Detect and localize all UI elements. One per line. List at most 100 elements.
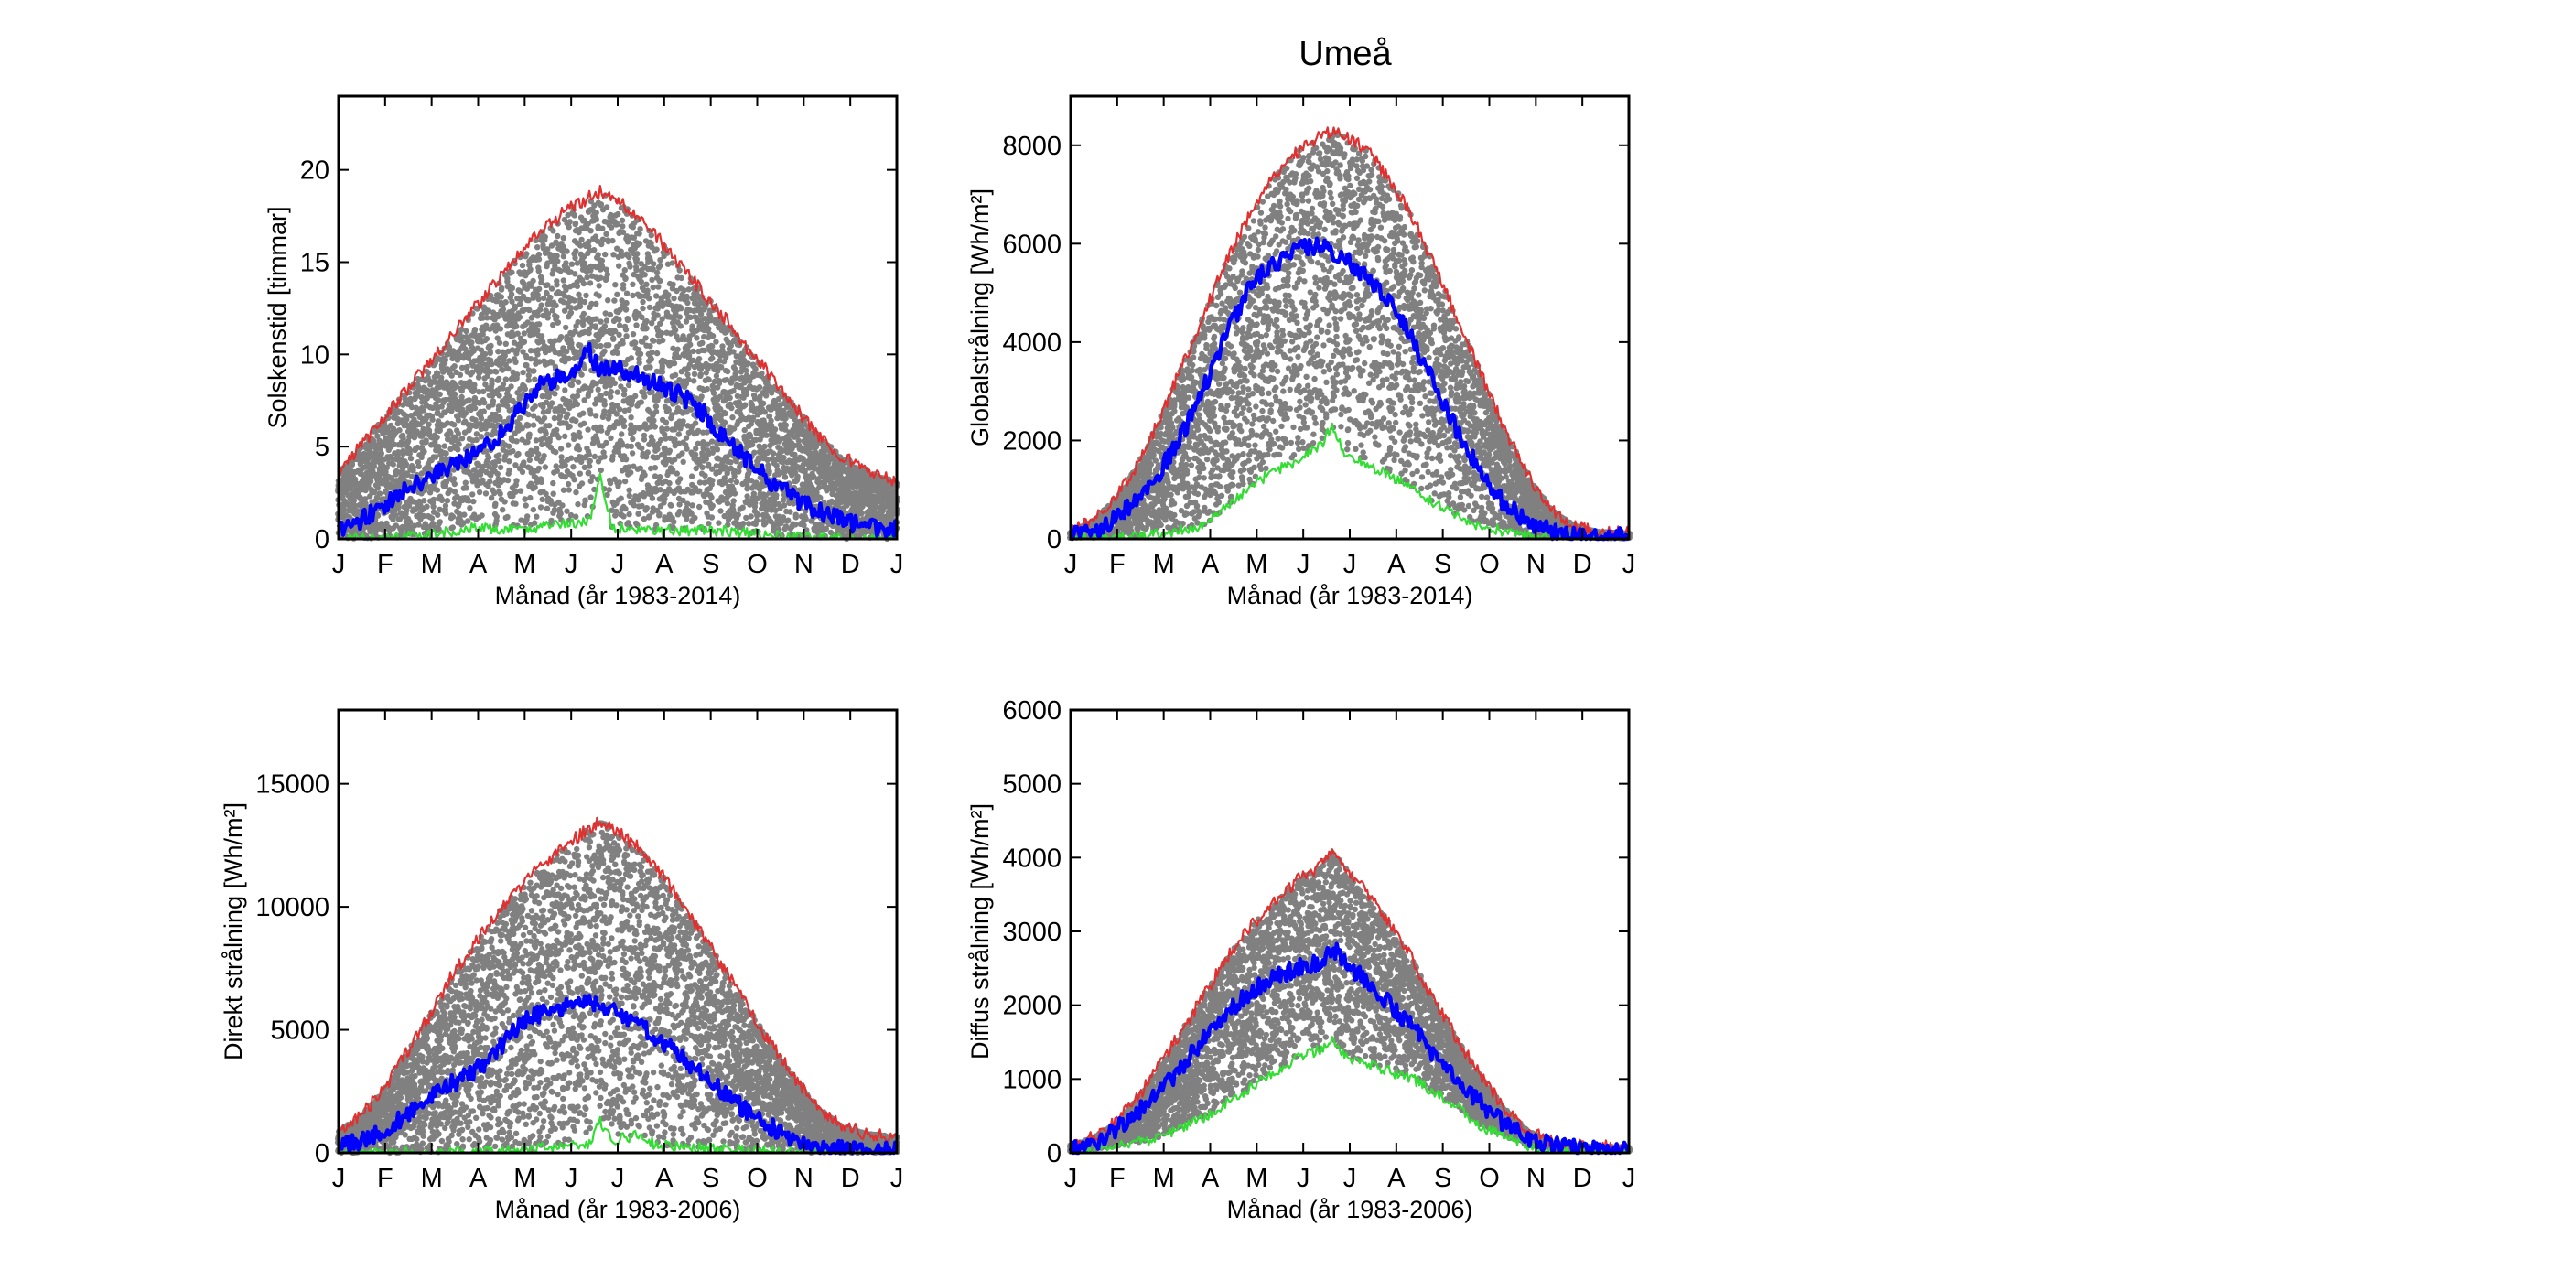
scatter-point bbox=[728, 459, 734, 466]
scatter-point bbox=[593, 300, 599, 307]
scatter-point bbox=[643, 505, 650, 511]
scatter-point bbox=[702, 472, 708, 479]
scatter-point bbox=[498, 294, 504, 300]
scatter-point bbox=[591, 453, 598, 460]
scatter-point bbox=[729, 414, 736, 421]
scatter-point bbox=[603, 231, 609, 237]
scatter-point bbox=[630, 224, 636, 231]
scatter-point bbox=[509, 285, 516, 292]
scatter-point bbox=[523, 251, 530, 257]
scatter-point bbox=[383, 464, 390, 471]
scatter-point bbox=[395, 504, 402, 511]
scatter-point bbox=[745, 360, 751, 367]
scatter-point bbox=[616, 317, 622, 323]
scatter-point bbox=[731, 490, 738, 497]
figure-title: Umeå bbox=[1089, 35, 1601, 74]
scatter-point bbox=[675, 431, 682, 437]
scatter-point bbox=[669, 260, 676, 266]
scatter-point bbox=[680, 458, 686, 465]
scatter-point bbox=[566, 219, 573, 225]
scatter-point bbox=[480, 408, 487, 414]
scatter-point bbox=[502, 299, 509, 306]
scatter-point bbox=[684, 293, 690, 300]
scatter-point bbox=[443, 450, 449, 457]
scatter-point bbox=[620, 513, 627, 520]
scatter-point bbox=[576, 446, 583, 453]
scatter-point bbox=[396, 427, 403, 434]
scatter-point bbox=[539, 441, 545, 448]
scatter-point bbox=[670, 281, 676, 288]
scatter-point bbox=[580, 420, 587, 426]
scatter-point bbox=[466, 397, 472, 403]
scatter-point bbox=[587, 494, 594, 500]
scatter-point bbox=[482, 490, 490, 497]
scatter-point bbox=[693, 446, 699, 452]
scatter-point bbox=[563, 260, 569, 266]
scatter-point bbox=[691, 371, 698, 378]
scatter-point bbox=[504, 514, 511, 521]
scatter-point bbox=[555, 258, 561, 264]
scatter-point bbox=[568, 382, 576, 389]
scatter-point bbox=[541, 414, 548, 422]
scatter-point bbox=[517, 488, 524, 494]
scatter-point bbox=[430, 496, 437, 503]
scatter-point bbox=[555, 435, 562, 441]
scatter-point bbox=[532, 520, 538, 526]
scatter-point bbox=[550, 228, 556, 234]
scatter-point bbox=[512, 500, 519, 507]
scatter-point bbox=[571, 436, 577, 442]
scatter-point bbox=[740, 521, 747, 527]
scatter-point bbox=[526, 307, 533, 314]
scatter-point bbox=[352, 476, 359, 483]
scatter-point bbox=[497, 464, 504, 471]
scatter-point bbox=[781, 415, 789, 423]
scatter-point bbox=[406, 519, 414, 525]
scatter-point bbox=[633, 256, 641, 263]
scatter-point bbox=[506, 467, 512, 474]
scatter-point bbox=[576, 291, 582, 297]
scatter-point bbox=[673, 327, 679, 334]
scatter-point bbox=[623, 333, 630, 339]
scatter-point bbox=[520, 369, 526, 376]
scatter-point bbox=[781, 502, 788, 509]
scatter-point bbox=[781, 454, 787, 461]
scatter-point bbox=[434, 434, 440, 441]
scatter-point bbox=[495, 375, 502, 382]
scatter-point bbox=[684, 515, 690, 522]
scatter-point bbox=[759, 370, 765, 377]
scatter-point bbox=[473, 436, 480, 443]
scatter-point bbox=[469, 339, 475, 346]
scatter-point bbox=[752, 366, 759, 372]
scatter-point bbox=[548, 285, 555, 292]
scatter-point bbox=[570, 464, 577, 470]
scatter-point bbox=[557, 334, 565, 340]
scatter-point bbox=[756, 384, 763, 391]
scatter-point bbox=[638, 314, 645, 320]
scatter-point bbox=[428, 515, 436, 522]
scatter-point bbox=[487, 479, 493, 485]
scatter-point bbox=[487, 348, 493, 354]
scatter-point bbox=[632, 393, 639, 400]
scatter-point bbox=[575, 379, 582, 385]
scatter-point bbox=[743, 367, 749, 374]
scatter-point bbox=[522, 496, 528, 502]
scatter-point bbox=[699, 339, 706, 346]
scatter-point bbox=[760, 400, 767, 407]
scatter-point bbox=[599, 225, 606, 231]
scatter-point bbox=[541, 453, 547, 459]
scatter-point bbox=[367, 444, 373, 451]
scatter-point bbox=[656, 511, 663, 518]
scatter-point bbox=[566, 487, 572, 493]
scatter-point bbox=[536, 285, 543, 292]
scatter-point bbox=[449, 524, 456, 531]
scatter-point bbox=[709, 478, 716, 484]
scatter-point bbox=[684, 376, 692, 383]
scatter-point bbox=[549, 307, 556, 314]
scatter-point bbox=[514, 371, 521, 378]
scatter-point bbox=[628, 443, 634, 449]
scatter-point bbox=[751, 449, 758, 456]
scatter-point bbox=[641, 432, 648, 439]
scatter-point bbox=[526, 431, 533, 437]
